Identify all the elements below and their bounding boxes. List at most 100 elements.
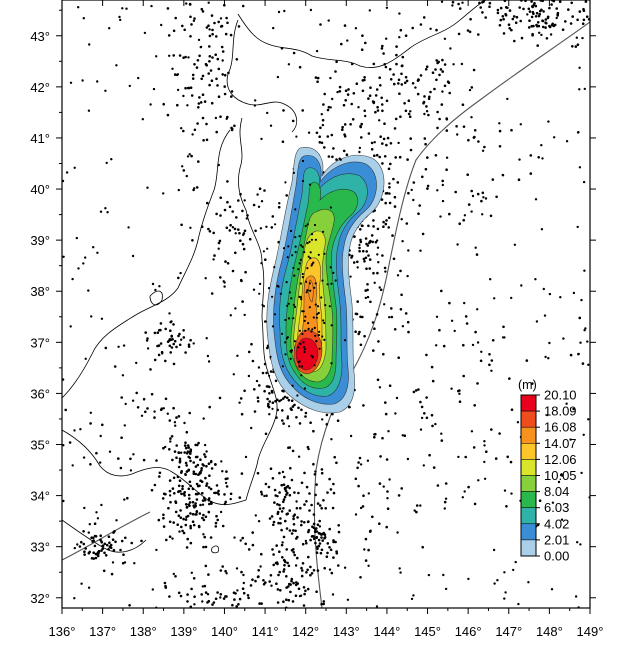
seismic-dot — [235, 567, 239, 570]
seismic-dot — [62, 444, 65, 447]
seismic-dot — [233, 227, 237, 231]
coastline-group — [62, 0, 487, 554]
seismic-dot — [188, 501, 192, 504]
seismic-dot — [546, 16, 550, 20]
seismic-dot — [172, 323, 175, 326]
seismic-dot — [323, 146, 326, 149]
seismic-dot — [312, 316, 315, 319]
seismic-dot — [307, 322, 310, 325]
seismic-dot — [388, 67, 392, 71]
seismic-dot — [230, 90, 234, 93]
seismic-dot — [220, 460, 223, 463]
seismic-dot — [217, 489, 220, 493]
seismic-dot — [371, 515, 374, 519]
seismic-dot — [210, 14, 214, 17]
seismic-dot — [153, 483, 157, 487]
seismic-dot — [455, 125, 458, 128]
seismic-dot — [376, 271, 379, 275]
seismic-dot — [420, 405, 424, 409]
seismic-dot — [278, 491, 281, 494]
seismic-dot — [271, 477, 275, 480]
seismic-dot — [216, 591, 219, 594]
seismic-dot — [223, 85, 226, 88]
seismic-dot — [298, 594, 302, 598]
seismic-dot — [178, 530, 181, 533]
seismic-dot — [424, 68, 428, 71]
seismic-dot — [365, 267, 368, 271]
seismic-dot — [329, 106, 332, 109]
seismic-dot — [162, 407, 165, 410]
seismic-dot — [223, 281, 226, 284]
seismic-dot — [267, 405, 271, 409]
seismic-dot — [263, 362, 267, 366]
seismic-dot — [300, 566, 303, 570]
seismic-dot — [367, 132, 371, 135]
seismic-dot — [187, 493, 191, 497]
seismic-dot — [83, 550, 86, 553]
seismic-dot — [354, 513, 358, 516]
seismic-dot — [182, 129, 185, 133]
seismic-dot — [320, 471, 324, 475]
seismic-dot — [404, 75, 408, 79]
seismic-dot — [330, 282, 333, 285]
seismic-dot — [215, 212, 218, 216]
seismic-dot — [290, 532, 294, 535]
seismic-dot — [299, 506, 302, 510]
seismic-dot — [73, 546, 77, 550]
seismic-dot — [325, 555, 329, 558]
seismic-dot — [272, 563, 276, 567]
seismic-dot — [356, 266, 359, 269]
seismic-dot — [294, 245, 297, 248]
seismic-dot — [315, 590, 318, 593]
seismic-dot — [201, 10, 205, 13]
x-tick-label: 145° — [414, 624, 441, 639]
seismic-dot — [263, 189, 266, 192]
seismic-dot — [219, 276, 222, 279]
seismic-dot — [404, 312, 408, 315]
seismic-dot — [571, 45, 574, 48]
seismic-dot — [490, 359, 494, 362]
seismic-dot — [493, 582, 496, 585]
seismic-dot — [100, 549, 103, 552]
seismic-dot — [388, 384, 392, 388]
seismic-dot — [433, 87, 436, 91]
seismic-dot — [436, 110, 439, 114]
seismic-dot — [294, 251, 297, 254]
seismic-dot — [221, 565, 224, 568]
seismic-dot — [341, 125, 344, 129]
seismic-dot — [307, 528, 311, 532]
seismic-dot — [319, 23, 322, 26]
seismic-dot — [187, 343, 191, 347]
seismic-dot — [218, 396, 222, 400]
x-tick-label: 137° — [89, 624, 116, 639]
seismic-dot — [346, 93, 350, 96]
seismic-dot — [252, 288, 256, 291]
seismic-dot — [253, 104, 257, 107]
seismic-dot — [538, 12, 541, 16]
seismic-dot — [587, 363, 590, 366]
seismic-dot — [182, 336, 186, 339]
seismic-dot — [395, 396, 399, 400]
seismic-dot — [534, 4, 538, 8]
seismic-dot — [104, 207, 107, 210]
seismic-dot — [434, 422, 437, 426]
seismic-dot — [338, 85, 342, 89]
seismic-dot — [314, 493, 317, 497]
seismic-dot — [361, 315, 364, 319]
seismic-dot — [488, 1, 492, 5]
seismic-dot — [414, 389, 418, 392]
seismic-dot — [312, 522, 316, 526]
seismic-dot — [385, 99, 389, 103]
seismic-dot — [522, 7, 525, 11]
seismic-dot — [300, 523, 303, 527]
seismic-dot — [219, 596, 222, 599]
seismic-dot — [177, 484, 181, 488]
seismic-dot — [193, 595, 196, 598]
seismic-dot — [328, 546, 331, 549]
seismic-dot — [356, 260, 359, 264]
seismic-dot — [100, 503, 103, 507]
seismic-dot — [552, 24, 556, 28]
seismic-dot — [502, 32, 506, 35]
seismic-dot — [400, 72, 403, 76]
seismic-dot — [197, 106, 200, 109]
